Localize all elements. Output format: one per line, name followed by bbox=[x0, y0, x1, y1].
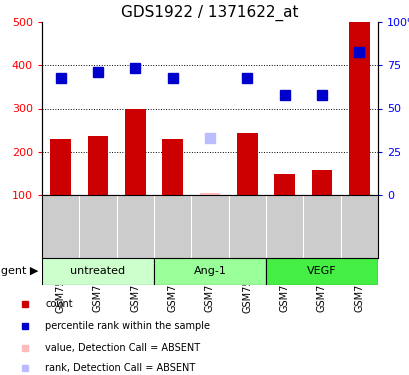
Text: rank, Detection Call = ABSENT: rank, Detection Call = ABSENT bbox=[45, 363, 195, 372]
Bar bbox=[311, 170, 331, 195]
Bar bbox=[199, 193, 220, 195]
Bar bbox=[265, 258, 377, 285]
Bar bbox=[348, 22, 369, 195]
Bar bbox=[50, 139, 71, 195]
Bar bbox=[125, 108, 145, 195]
Bar bbox=[42, 258, 154, 285]
Text: count: count bbox=[45, 300, 72, 309]
Bar bbox=[154, 258, 265, 285]
Text: percentile rank within the sample: percentile rank within the sample bbox=[45, 321, 209, 331]
Bar bbox=[236, 133, 257, 195]
Text: untreated: untreated bbox=[70, 267, 125, 276]
Bar bbox=[162, 139, 182, 195]
Bar bbox=[274, 174, 294, 195]
Title: GDS1922 / 1371622_at: GDS1922 / 1371622_at bbox=[121, 4, 298, 21]
Bar bbox=[88, 136, 108, 195]
Text: Ang-1: Ang-1 bbox=[193, 267, 226, 276]
Text: agent ▶: agent ▶ bbox=[0, 267, 38, 276]
Text: VEGF: VEGF bbox=[306, 267, 336, 276]
Text: value, Detection Call = ABSENT: value, Detection Call = ABSENT bbox=[45, 343, 200, 352]
